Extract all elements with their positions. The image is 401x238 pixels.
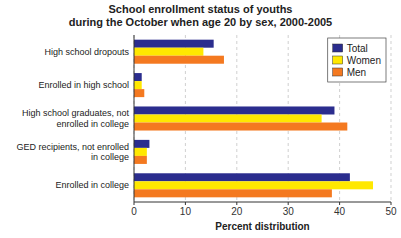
- x-tick: [236, 202, 237, 205]
- bar: [134, 81, 142, 89]
- bar: [134, 123, 347, 131]
- x-tick-label: 30: [283, 206, 295, 217]
- x-tick: [185, 202, 186, 205]
- legend-box: [328, 38, 386, 82]
- x-axis-line: [134, 202, 391, 203]
- title: School enrollment status of youthsduring…: [69, 3, 333, 28]
- x-tick-label: 20: [231, 206, 243, 217]
- bar: [134, 56, 224, 64]
- chart: School enrollment status of youthsduring…: [0, 0, 401, 238]
- category-label: GED recipients, not enrolledin college: [16, 142, 129, 163]
- x-tick: [391, 202, 392, 205]
- bar: [134, 189, 332, 197]
- bar: [134, 73, 142, 81]
- grid: [134, 35, 391, 202]
- bar: [134, 148, 147, 156]
- x-tick: [134, 202, 135, 205]
- legend-label: Women: [347, 55, 381, 66]
- category-label: High school graduates, notenrolled in co…: [22, 108, 130, 128]
- legend-swatch: [333, 56, 343, 64]
- bar: [134, 181, 373, 189]
- y-axis-line: [134, 35, 135, 202]
- bar: [134, 40, 214, 48]
- x-tick-label: 0: [131, 206, 137, 217]
- x-tick-label: 50: [385, 206, 397, 217]
- background: [0, 0, 401, 238]
- legend-swatch: [333, 44, 343, 52]
- x-tick: [339, 202, 340, 205]
- x-axis-label: Percent distribution: [215, 221, 309, 232]
- bar: [134, 106, 334, 114]
- category-label: Enrolled in high school: [38, 80, 129, 90]
- legend-label: Total: [347, 43, 368, 54]
- legend-swatch: [333, 68, 343, 76]
- x-tick-label: 40: [334, 206, 346, 217]
- bar: [134, 173, 350, 181]
- bar: [134, 114, 322, 122]
- bar: [134, 156, 147, 164]
- bar: [134, 140, 149, 148]
- grid-line: [391, 35, 392, 202]
- x-tick: [288, 202, 289, 205]
- legend-label: Men: [347, 67, 366, 78]
- grid-line: [134, 35, 135, 202]
- legend: TotalWomenMen: [328, 38, 386, 82]
- bar: [134, 48, 203, 56]
- category-label: High school dropouts: [44, 47, 129, 57]
- bar: [134, 89, 144, 97]
- category-label: Enrolled in college: [55, 180, 129, 190]
- x-tick-label: 10: [180, 206, 192, 217]
- bars: [134, 40, 373, 198]
